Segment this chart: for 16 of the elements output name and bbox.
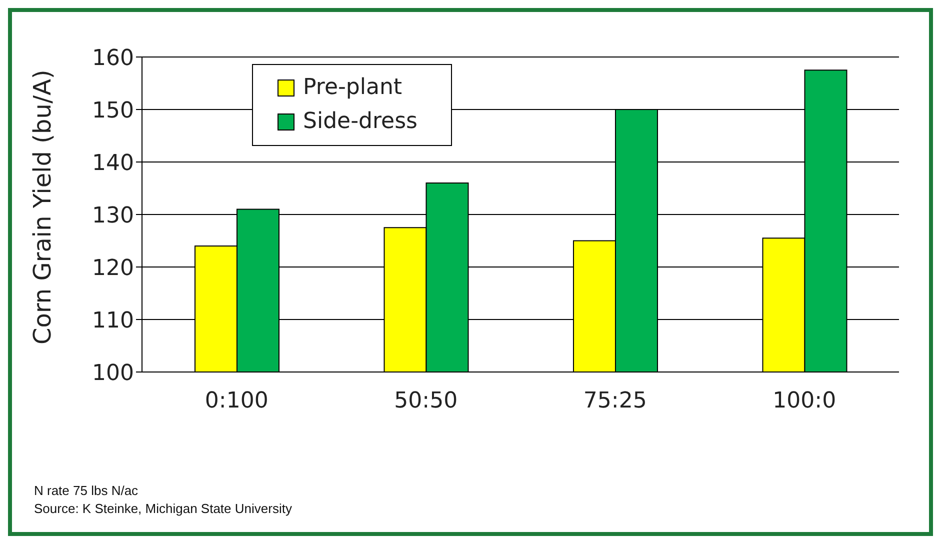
y-tick-label: 120	[92, 256, 134, 281]
x-tick-label: 75:25	[583, 388, 647, 414]
x-tick-label: 100:0	[772, 388, 836, 414]
legend-label: Pre-plant	[303, 74, 402, 102]
y-tick-label: 150	[92, 98, 134, 124]
x-tick-label: 50:50	[394, 388, 458, 414]
y-tick-label: 160	[92, 46, 134, 71]
legend-label: Side-dress	[303, 108, 418, 136]
y-tick-label: 140	[92, 150, 134, 176]
source-note: Source: K Steinke, Michigan State University	[34, 500, 292, 518]
y-tick-label: 100	[92, 360, 134, 386]
y-tick-label: 110	[92, 308, 134, 334]
text: N rate 75 lbs N/ac	[34, 482, 140, 500]
x-tick-label: 0:100	[204, 388, 268, 414]
y-axis-title: Corn Grain Yield (bu/A)	[28, 70, 57, 344]
y-tick-label: 130	[92, 203, 134, 228]
